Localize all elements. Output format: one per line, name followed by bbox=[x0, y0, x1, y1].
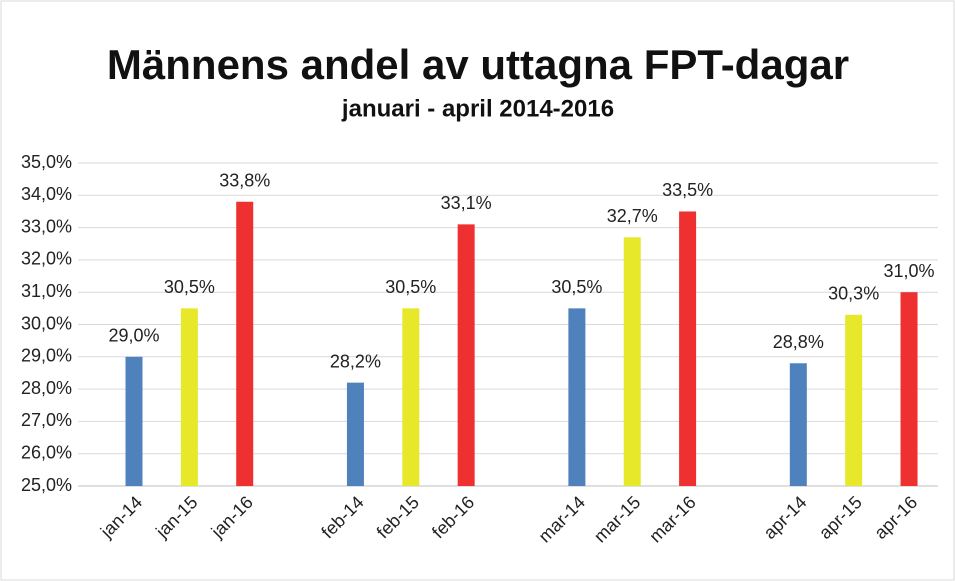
bar bbox=[402, 308, 420, 486]
y-tick-label: 32,0% bbox=[21, 249, 72, 269]
y-tick-label: 28,0% bbox=[21, 378, 72, 398]
bar bbox=[679, 211, 697, 486]
bar bbox=[236, 201, 254, 486]
data-label: 30,5% bbox=[164, 277, 215, 297]
bar bbox=[900, 292, 918, 486]
y-tick-label: 26,0% bbox=[21, 442, 72, 462]
y-tick-label: 35,0% bbox=[21, 152, 72, 172]
chart-title: Männens andel av uttagna FPT-dagar bbox=[107, 41, 849, 88]
data-label: 33,8% bbox=[219, 171, 270, 191]
bar bbox=[789, 363, 807, 486]
data-label: 29,0% bbox=[108, 326, 159, 346]
y-tick-label: 29,0% bbox=[21, 346, 72, 366]
y-tick-label: 34,0% bbox=[21, 184, 72, 204]
bar bbox=[125, 356, 143, 486]
data-label: 30,5% bbox=[551, 277, 602, 297]
data-label: 33,5% bbox=[662, 180, 713, 200]
data-label: 28,2% bbox=[330, 351, 381, 371]
y-tick-label: 30,0% bbox=[21, 313, 72, 333]
bar bbox=[845, 314, 863, 486]
bar bbox=[568, 308, 586, 486]
data-label: 31,0% bbox=[884, 261, 935, 281]
y-tick-label: 31,0% bbox=[21, 281, 72, 301]
data-label: 33,1% bbox=[441, 193, 492, 213]
bar bbox=[180, 308, 198, 486]
bar bbox=[623, 237, 641, 486]
bar bbox=[457, 224, 475, 486]
data-label: 28,8% bbox=[773, 332, 824, 352]
data-label: 30,5% bbox=[385, 277, 436, 297]
data-label: 32,7% bbox=[607, 206, 658, 226]
y-tick-label: 25,0% bbox=[21, 475, 72, 495]
bar bbox=[346, 382, 364, 486]
chart-subtitle: januari - april 2014-2016 bbox=[341, 95, 614, 122]
y-tick-label: 33,0% bbox=[21, 216, 72, 236]
y-tick-label: 27,0% bbox=[21, 410, 72, 430]
data-label: 30,3% bbox=[828, 284, 879, 304]
